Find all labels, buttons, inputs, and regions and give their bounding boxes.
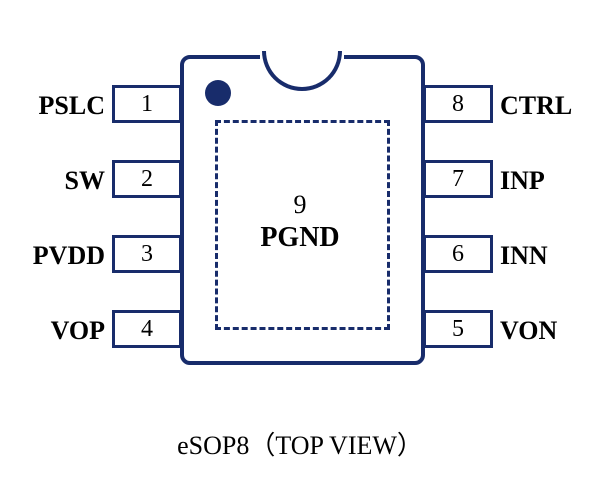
pin-5: 5 — [423, 310, 493, 348]
pin-label-8: CTRL — [500, 91, 590, 121]
pin-1: 1 — [112, 85, 182, 123]
pin-label-4: VOP — [20, 316, 105, 346]
pin-8: 8 — [423, 85, 493, 123]
pin-6: 6 — [423, 235, 493, 273]
pin-label-3: PVDD — [20, 241, 105, 271]
pin-label-6: INN — [500, 241, 590, 271]
pin-label-5: VON — [500, 316, 590, 346]
pin-4: 4 — [112, 310, 182, 348]
pin-label-7: INP — [500, 166, 590, 196]
pin-label-2: SW — [20, 166, 105, 196]
pin-7: 7 — [423, 160, 493, 198]
pin-2: 2 — [112, 160, 182, 198]
pin-label-1: PSLC — [20, 91, 105, 121]
pin1-dot — [205, 80, 231, 106]
caption: eSOP8（TOP VIEW） — [0, 425, 600, 462]
pin-3: 3 — [112, 235, 182, 273]
